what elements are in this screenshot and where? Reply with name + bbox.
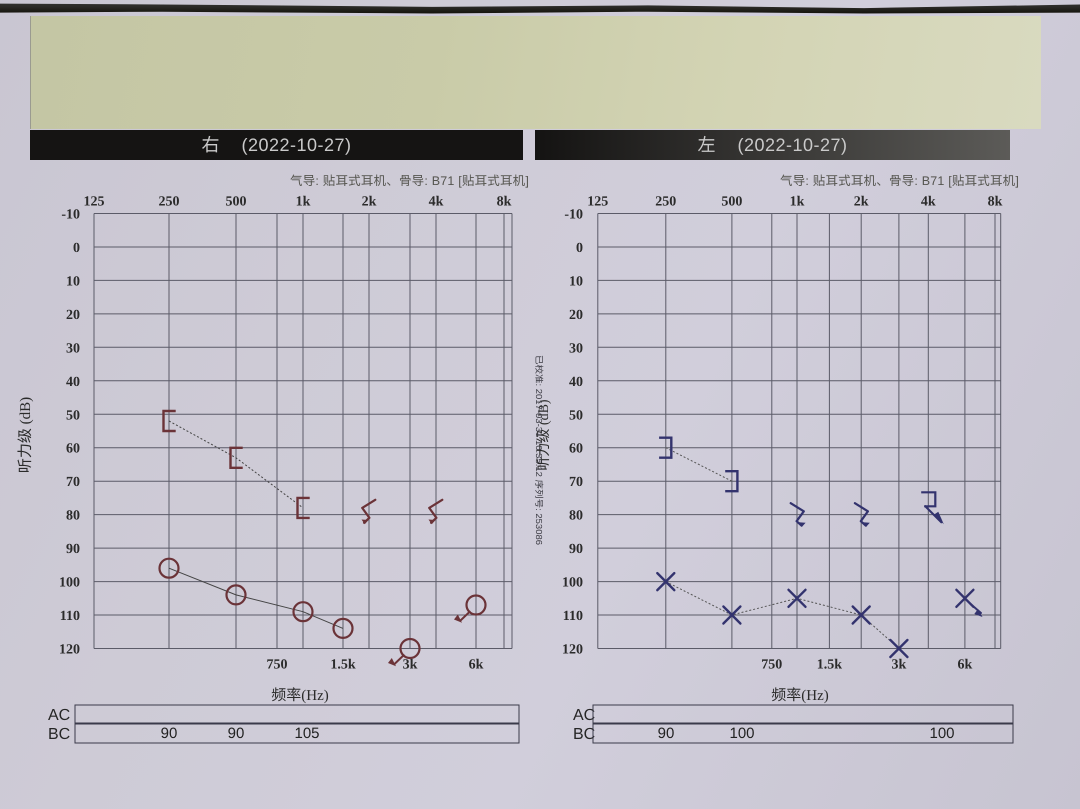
svg-text:750: 750 [761, 658, 782, 673]
svg-text:听力级 (dB): 听力级 (dB) [17, 397, 34, 473]
svg-text:40: 40 [569, 375, 583, 390]
svg-text:90: 90 [161, 725, 178, 742]
svg-text:125: 125 [84, 195, 105, 210]
svg-text:2k: 2k [362, 195, 377, 210]
svg-text:60: 60 [66, 442, 80, 457]
svg-text:120: 120 [562, 643, 583, 658]
svg-text:100: 100 [929, 725, 954, 742]
svg-text:4k: 4k [429, 195, 444, 210]
svg-text:50: 50 [66, 408, 80, 423]
svg-text:125: 125 [587, 195, 608, 210]
svg-text:已校准: 2017-03-31 10:35:12 序列号:: 已校准: 2017-03-31 10:35:12 序列号: 253086 [533, 355, 544, 545]
svg-text:70: 70 [66, 475, 80, 490]
svg-text:750: 750 [267, 658, 288, 673]
svg-text:100: 100 [729, 725, 754, 742]
svg-text:10: 10 [569, 274, 583, 289]
svg-text:500: 500 [226, 195, 247, 210]
svg-text:3k: 3k [403, 658, 418, 673]
svg-text:AC: AC [573, 707, 595, 724]
svg-text:90: 90 [66, 542, 80, 557]
svg-text:1k: 1k [790, 195, 805, 210]
svg-text:BC: BC [573, 726, 595, 743]
svg-text:4k: 4k [921, 195, 936, 210]
svg-text:250: 250 [159, 195, 180, 210]
svg-text:20: 20 [569, 308, 583, 323]
svg-text:0: 0 [73, 241, 80, 256]
svg-text:40: 40 [66, 375, 80, 390]
svg-text:1k: 1k [296, 195, 311, 210]
svg-text:80: 80 [569, 509, 583, 524]
svg-text:60: 60 [569, 442, 583, 457]
svg-text:90: 90 [228, 725, 245, 742]
svg-text:105: 105 [294, 725, 319, 742]
svg-text:2k: 2k [854, 195, 869, 210]
svg-text:3k: 3k [892, 658, 907, 673]
svg-text:-10: -10 [564, 208, 583, 223]
svg-text:90: 90 [569, 542, 583, 557]
svg-text:50: 50 [569, 408, 583, 423]
svg-text:80: 80 [66, 509, 80, 524]
svg-text:10: 10 [66, 274, 80, 289]
svg-text:100: 100 [59, 576, 80, 591]
svg-text:90: 90 [658, 725, 675, 742]
svg-text:6k: 6k [469, 658, 484, 673]
svg-text:20: 20 [66, 308, 80, 323]
svg-text:110: 110 [563, 609, 583, 624]
svg-text:1.5k: 1.5k [817, 658, 843, 673]
svg-text:6k: 6k [958, 658, 973, 673]
svg-text:0: 0 [576, 241, 583, 256]
svg-text:BC: BC [48, 726, 70, 743]
svg-text:1.5k: 1.5k [330, 658, 356, 673]
svg-text:8k: 8k [988, 195, 1003, 210]
svg-text:AC: AC [48, 707, 70, 724]
svg-text:120: 120 [59, 643, 80, 658]
svg-text:30: 30 [66, 341, 80, 356]
svg-text:110: 110 [60, 609, 80, 624]
svg-text:-10: -10 [61, 208, 80, 223]
svg-text:250: 250 [655, 195, 676, 210]
svg-text:70: 70 [569, 475, 583, 490]
svg-text:100: 100 [562, 576, 583, 591]
svg-text:30: 30 [569, 341, 583, 356]
svg-text:500: 500 [721, 195, 742, 210]
